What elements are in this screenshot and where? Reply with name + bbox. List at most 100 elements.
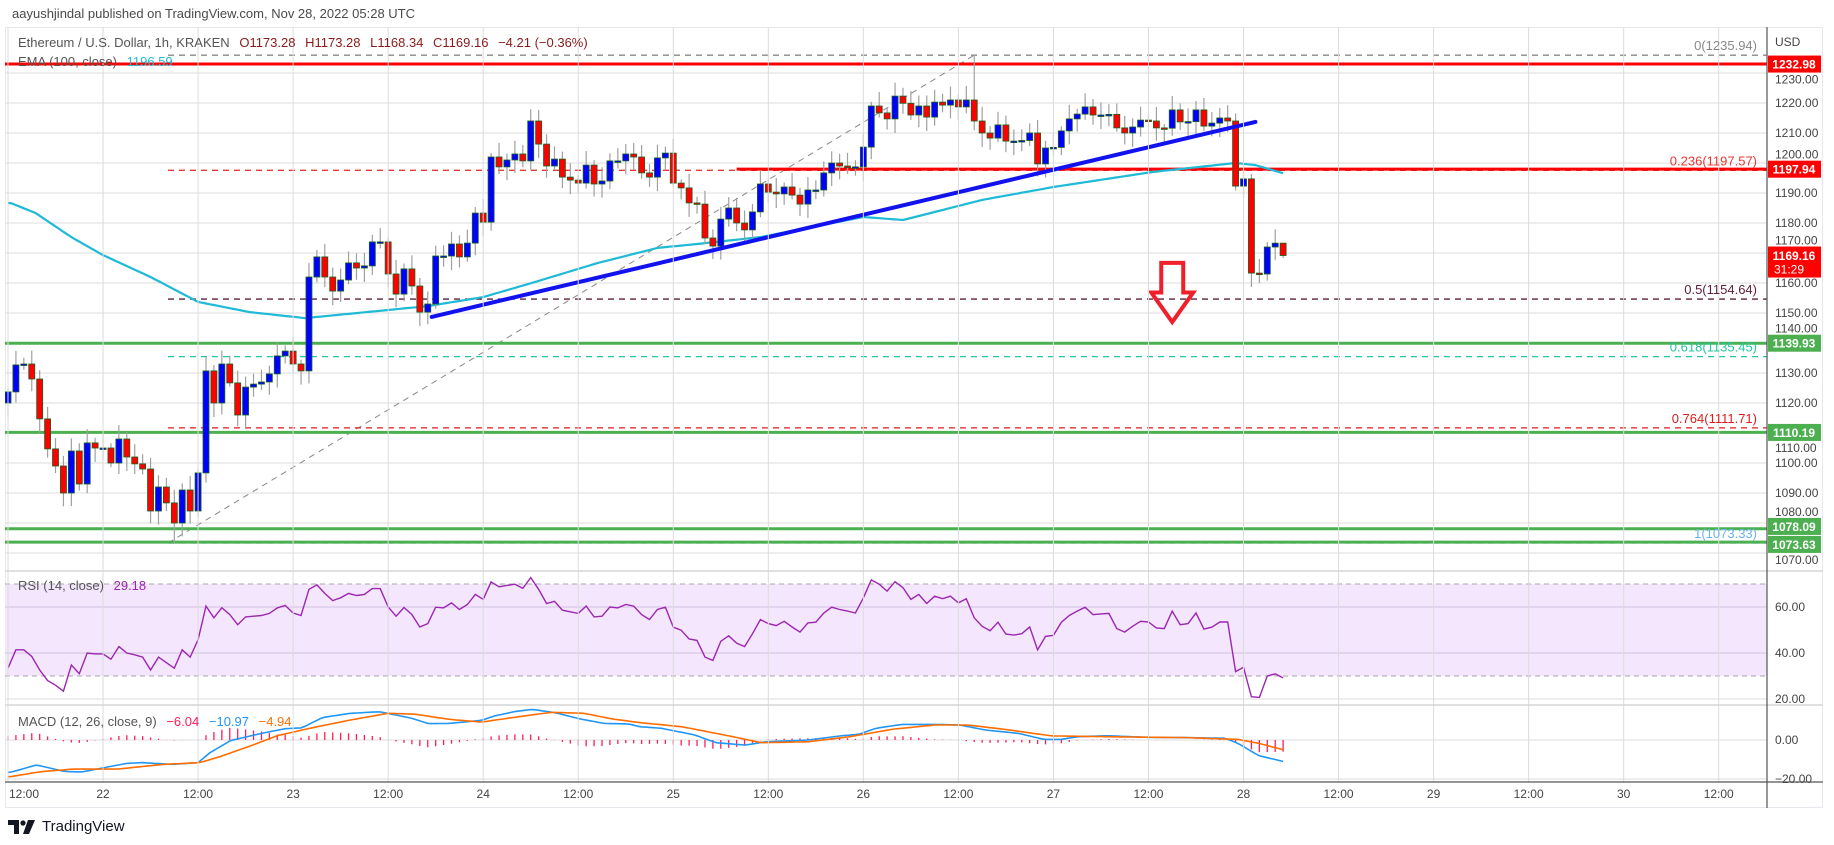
- candle[interactable]: [646, 163, 653, 187]
- candle[interactable]: [273, 342, 281, 388]
- price-tag[interactable]: [1768, 423, 1821, 441]
- candle[interactable]: [1192, 100, 1200, 135]
- candle[interactable]: [368, 234, 376, 276]
- candle[interactable]: [400, 263, 408, 302]
- candle[interactable]: [701, 190, 709, 245]
- candle[interactable]: [408, 255, 416, 295]
- candle[interactable]: [242, 376, 250, 430]
- candle[interactable]: [28, 350, 36, 392]
- candle[interactable]: [796, 187, 804, 216]
- candle[interactable]: [1271, 229, 1279, 261]
- candle[interactable]: [471, 207, 479, 256]
- candle[interactable]: [448, 231, 455, 271]
- candle[interactable]: [250, 373, 257, 397]
- candle[interactable]: [757, 170, 764, 218]
- candle[interactable]: [622, 144, 630, 175]
- candle[interactable]: [1137, 106, 1144, 137]
- candle[interactable]: [1065, 104, 1073, 145]
- trendline[interactable]: [429, 119, 1258, 319]
- candle[interactable]: [527, 109, 535, 171]
- candle[interactable]: [1263, 242, 1271, 281]
- candle[interactable]: [360, 252, 368, 282]
- candle[interactable]: [75, 443, 83, 491]
- candle[interactable]: [503, 153, 511, 181]
- candle[interactable]: [630, 142, 638, 170]
- candle[interactable]: [12, 350, 20, 403]
- candle[interactable]: [867, 101, 875, 160]
- candle[interactable]: [115, 425, 123, 475]
- candle[interactable]: [915, 95, 923, 128]
- candle[interactable]: [970, 55, 978, 131]
- candle[interactable]: [535, 109, 543, 159]
- candle[interactable]: [978, 107, 986, 147]
- candle[interactable]: [661, 146, 669, 170]
- tradingview-logo[interactable]: TradingView: [8, 818, 125, 835]
- candle[interactable]: [559, 151, 566, 189]
- candle[interactable]: [456, 235, 463, 268]
- candle[interactable]: [1057, 126, 1065, 156]
- candle[interactable]: [1279, 242, 1287, 258]
- candle[interactable]: [52, 437, 59, 474]
- candle[interactable]: [780, 182, 788, 205]
- candle[interactable]: [899, 87, 907, 114]
- candle[interactable]: [83, 429, 91, 494]
- candle[interactable]: [772, 178, 780, 208]
- candle[interactable]: [606, 153, 614, 190]
- candle[interactable]: [337, 268, 345, 303]
- candle[interactable]: [91, 437, 99, 462]
- candle[interactable]: [1089, 98, 1097, 125]
- price-tag[interactable]: [1768, 55, 1821, 73]
- candle[interactable]: [638, 145, 645, 179]
- candle[interactable]: [1026, 123, 1034, 146]
- last-price-tag[interactable]: [1768, 246, 1821, 278]
- candle[interactable]: [939, 93, 946, 113]
- candle[interactable]: [424, 291, 432, 325]
- symbol-name[interactable]: Ethereum / U.S. Dollar, 1h, KRAKEN: [18, 35, 230, 50]
- candle[interactable]: [487, 153, 495, 231]
- candle[interactable]: [67, 438, 75, 507]
- candle[interactable]: [210, 365, 218, 418]
- candle[interactable]: [614, 148, 622, 169]
- candle[interactable]: [1113, 103, 1121, 132]
- candle[interactable]: [376, 228, 384, 249]
- candle[interactable]: [820, 161, 828, 197]
- candle[interactable]: [495, 143, 503, 175]
- candle[interactable]: [986, 126, 994, 150]
- candle[interactable]: [994, 111, 1002, 143]
- candle[interactable]: [170, 489, 178, 544]
- candle[interactable]: [733, 197, 741, 232]
- candle[interactable]: [353, 253, 360, 280]
- candle[interactable]: [202, 356, 210, 483]
- candle[interactable]: [1018, 129, 1026, 152]
- candle[interactable]: [828, 151, 836, 187]
- candle[interactable]: [226, 355, 234, 387]
- candle[interactable]: [590, 160, 598, 197]
- candle[interactable]: [1097, 102, 1105, 130]
- candle[interactable]: [717, 207, 725, 260]
- down-arrow-icon[interactable]: [1147, 260, 1198, 326]
- rsi-label[interactable]: RSI (14, close): [18, 578, 104, 593]
- candle[interactable]: [598, 167, 606, 198]
- candle[interactable]: [329, 267, 337, 306]
- candle[interactable]: [1129, 118, 1137, 148]
- candle[interactable]: [432, 245, 440, 309]
- candle[interactable]: [543, 134, 550, 178]
- candle[interactable]: [1081, 93, 1089, 120]
- candle[interactable]: [725, 197, 733, 227]
- candle[interactable]: [416, 277, 424, 326]
- candle[interactable]: [749, 204, 756, 243]
- candle[interactable]: [844, 152, 851, 174]
- candle[interactable]: [234, 370, 242, 427]
- candle[interactable]: [440, 245, 448, 267]
- candle[interactable]: [1121, 115, 1129, 145]
- candle[interactable]: [36, 370, 44, 433]
- candle[interactable]: [947, 86, 954, 119]
- candle[interactable]: [321, 243, 329, 288]
- candle[interactable]: [162, 477, 170, 512]
- candle[interactable]: [265, 365, 273, 395]
- candle[interactable]: [1248, 173, 1255, 288]
- candle[interactable]: [741, 210, 748, 244]
- candle[interactable]: [677, 179, 685, 200]
- candle[interactable]: [463, 229, 471, 262]
